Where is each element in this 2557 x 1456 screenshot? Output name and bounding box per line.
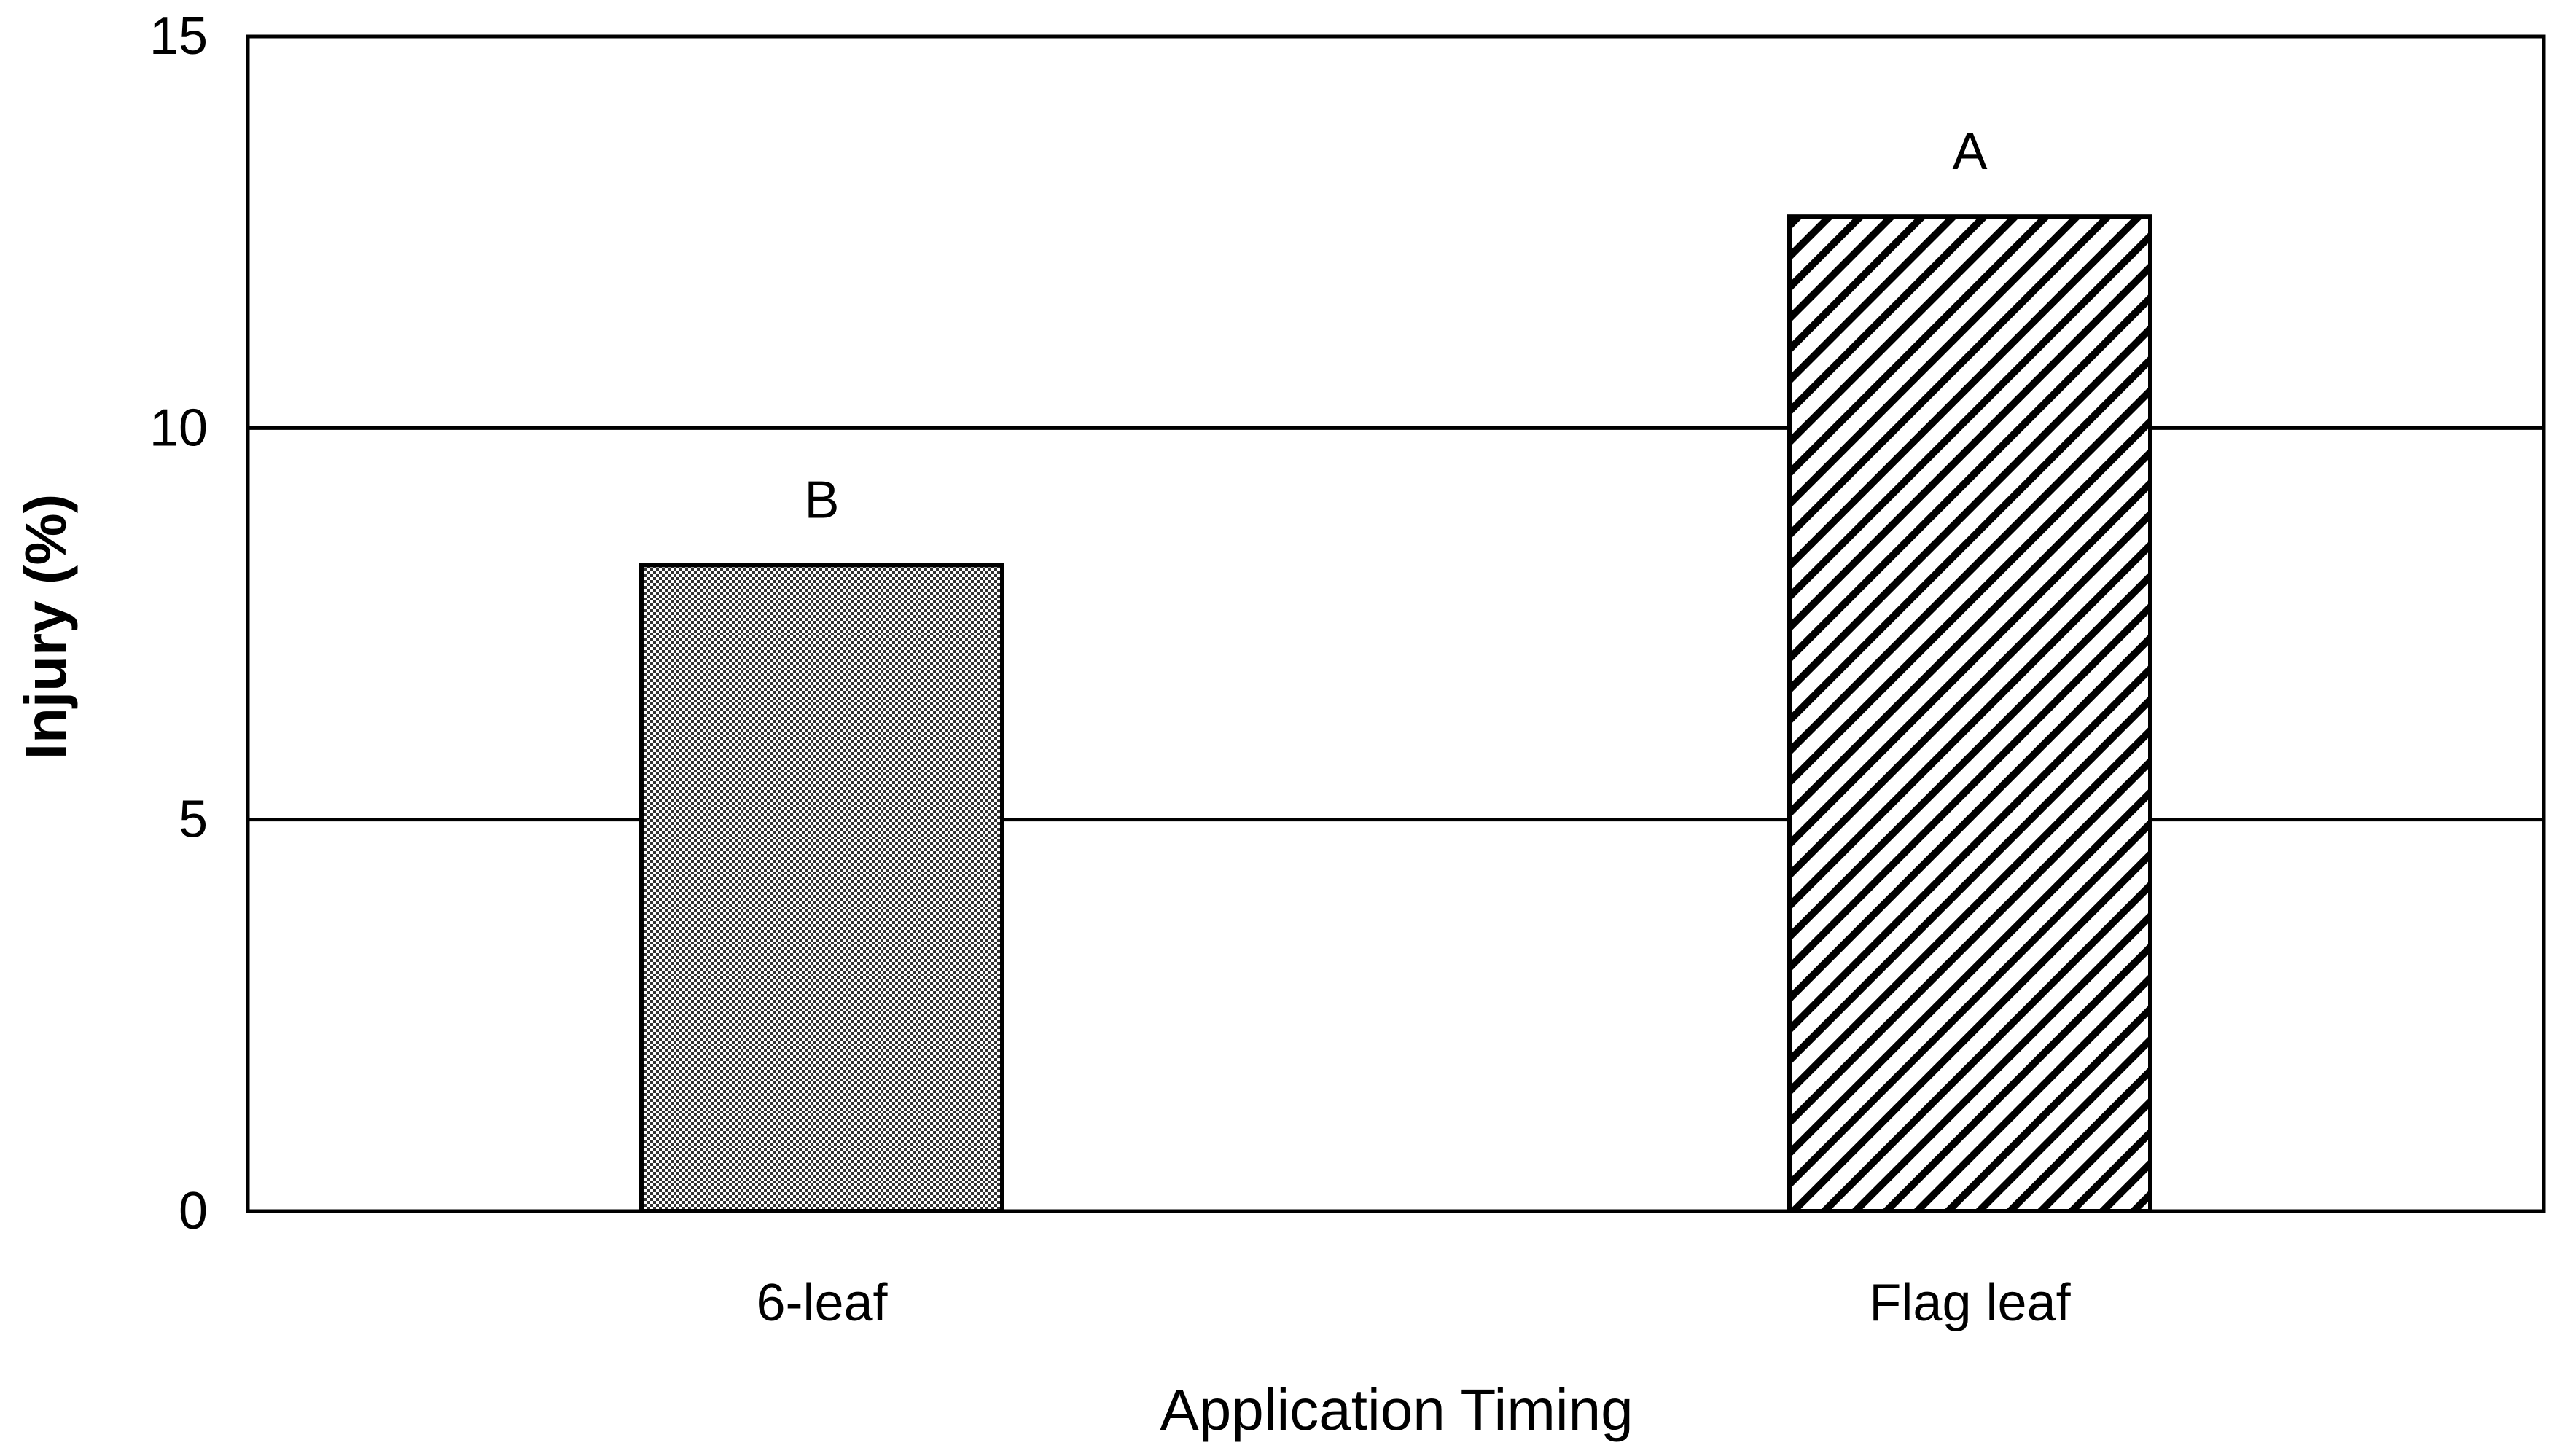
- y-axis-ticks: 0 5 10 15: [149, 7, 208, 1240]
- significance-labels: BA: [804, 122, 1987, 529]
- bars: [639, 214, 2152, 1213]
- x-axis-title: Application Timing: [1160, 1377, 1633, 1442]
- significance-label-b: B: [804, 471, 839, 529]
- y-tick-label-5: 5: [179, 791, 208, 849]
- plot-area-frame: [246, 34, 2546, 1213]
- x-tick-label-6-leaf: 6-leaf: [756, 1274, 888, 1332]
- gridlines: [248, 34, 2544, 1213]
- y-tick-label-15: 15: [149, 7, 208, 66]
- y-tick-label-10: 10: [149, 399, 208, 457]
- bar-6-leaf: [639, 563, 1004, 1213]
- y-axis-title: Injury (%): [13, 494, 78, 759]
- significance-label-a: A: [1952, 122, 1987, 181]
- x-tick-label-flag-leaf: Flag leaf: [1869, 1274, 2071, 1332]
- bar-flag-leaf: [1787, 214, 2152, 1213]
- y-tick-label-0: 0: [179, 1182, 208, 1240]
- x-axis-ticks: 6-leaf Flag leaf: [756, 1274, 2071, 1332]
